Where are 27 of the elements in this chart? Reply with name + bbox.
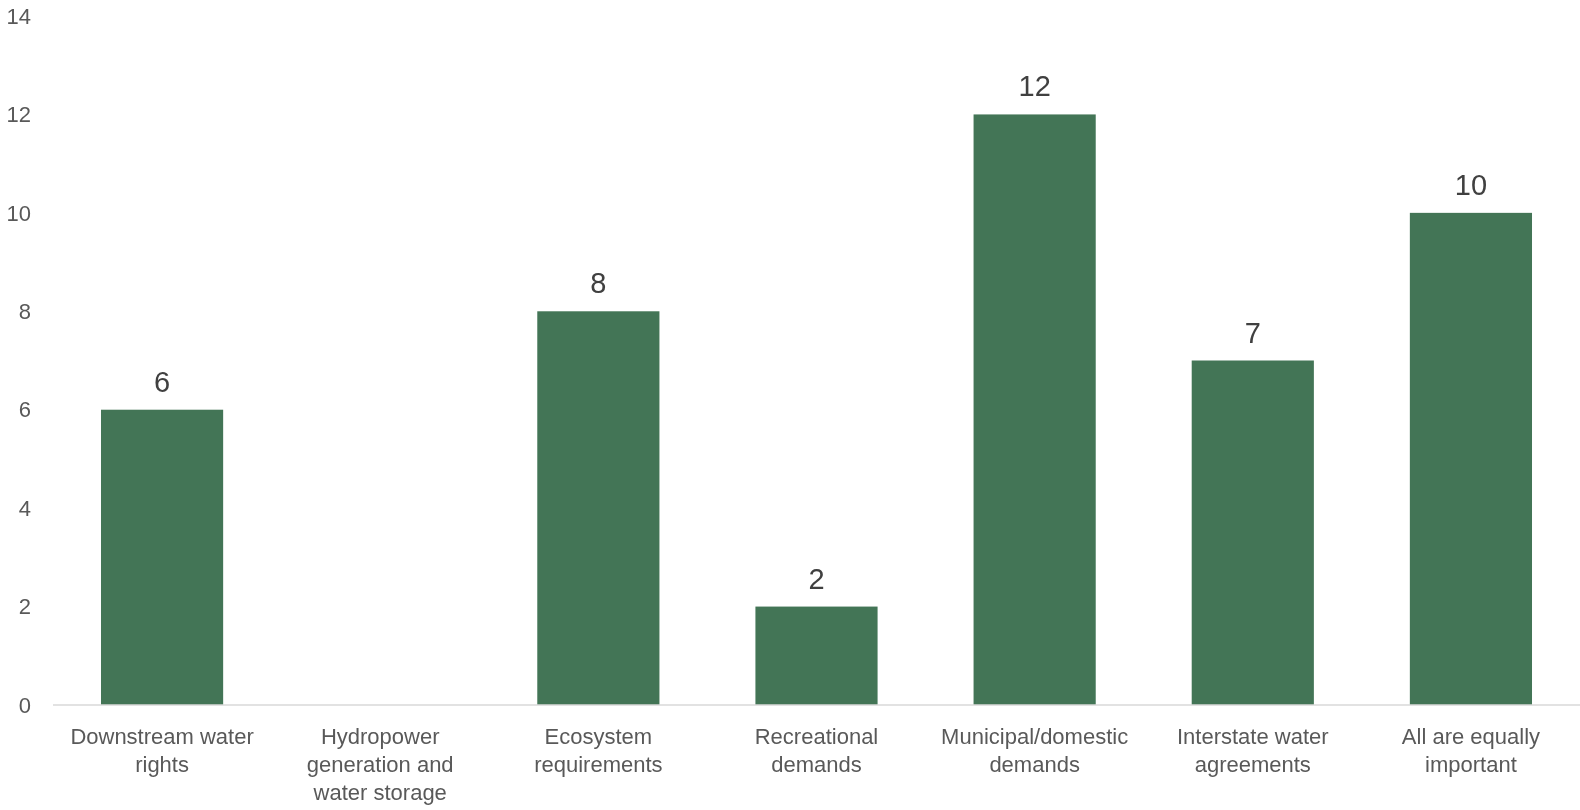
y-tick-label: 12	[6, 102, 31, 128]
data-label: 8	[590, 267, 607, 300]
bar	[537, 311, 660, 705]
y-tick-label: 8	[18, 298, 31, 324]
data-label: 6	[154, 365, 171, 398]
data-label: 10	[1454, 168, 1488, 201]
y-tick-label: 10	[6, 200, 31, 226]
bar	[100, 409, 224, 705]
x-tick-label: Recreational demands	[754, 724, 879, 777]
bar	[755, 606, 878, 705]
y-tick-label: 4	[18, 495, 31, 521]
y-tick-label: 6	[18, 397, 31, 423]
x-tick-label: Downstream water rights	[70, 724, 254, 777]
x-tick-label: All are equally important	[1401, 724, 1541, 777]
y-tick-label: 0	[18, 692, 31, 718]
bar	[1409, 212, 1533, 705]
x-tick-label: Municipal/domestic demands	[941, 724, 1129, 777]
bar	[973, 114, 1096, 705]
bar	[1191, 360, 1314, 705]
x-tick-label: Hydropower generation and water storage	[306, 724, 454, 805]
data-label: 12	[1018, 70, 1051, 103]
data-label: 2	[808, 562, 825, 595]
data-label: 7	[1244, 316, 1261, 349]
y-tick-label: 14	[6, 3, 31, 29]
x-tick-label: Ecosystem requirements	[534, 724, 663, 777]
y-tick-label: 2	[18, 594, 31, 620]
x-tick-label: Interstate water agreements	[1176, 724, 1329, 777]
